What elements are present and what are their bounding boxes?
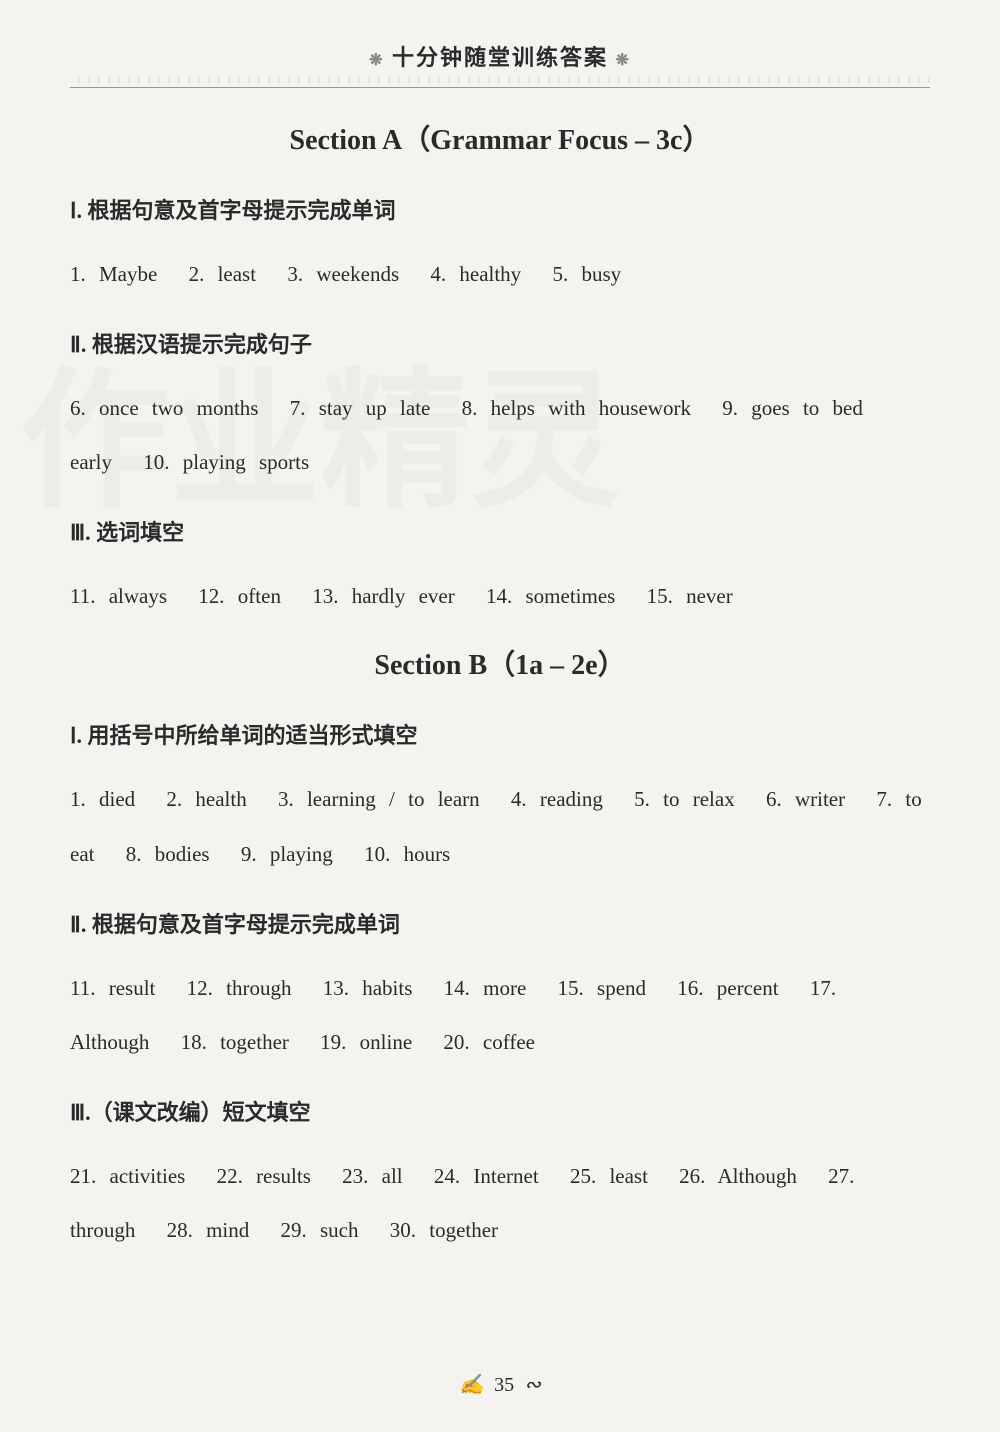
section-b-part2-heading: Ⅱ. 根据句意及首字母提示完成单词 [70, 907, 930, 939]
answer-item: 2. least [189, 262, 256, 286]
answer-item: 23. all [342, 1164, 403, 1188]
answer-item: 8. bodies [126, 842, 210, 866]
answer-item: 12. through [187, 976, 292, 1000]
answer-item: 25. least [570, 1164, 648, 1188]
answer-item: 4. reading [511, 787, 603, 811]
section-a-part2-heading: Ⅱ. 根据汉语提示完成句子 [70, 327, 930, 359]
answer-item: 19. online [320, 1030, 412, 1054]
page-number: ✍ 35 ∾ [0, 1372, 1000, 1397]
answer-item: 11. result [70, 976, 155, 1000]
answer-item: 7. stay up late [290, 396, 431, 420]
answer-item: 13. hardly ever [312, 584, 455, 608]
page-number-text: 35 [494, 1374, 514, 1396]
answer-item: 1. died [70, 787, 135, 811]
section-a-part3-answers: 11. always 12. often 13. hardly ever 14.… [70, 569, 930, 624]
header-title-text: 十分钟随堂训练答案 [392, 45, 608, 70]
section-a-title: Section A（Grammar Focus – 3c） [70, 118, 930, 158]
page-deco-left: ✍ [459, 1372, 484, 1397]
answer-item: 4. healthy [430, 262, 521, 286]
answer-item: 11. always [70, 584, 167, 608]
section-b-title: Section B（1a – 2e） [70, 643, 930, 683]
answer-item: 1. Maybe [70, 262, 157, 286]
answer-item: 14. more [444, 976, 527, 1000]
answer-item: 10. hours [364, 842, 450, 866]
page-header: ❋ 十分钟随堂训练答案 ❋ [70, 40, 930, 72]
answer-item: 6. writer [766, 787, 845, 811]
answer-item: 14. sometimes [486, 584, 615, 608]
answer-item: 13. habits [323, 976, 413, 1000]
answer-item: 15. spend [558, 976, 647, 1000]
star-left: ❋ [369, 52, 384, 69]
page-deco-right: ∾ [524, 1372, 541, 1397]
answer-item: 29. such [281, 1218, 359, 1242]
star-right: ❋ [616, 52, 631, 69]
answer-item: 21. activities [70, 1164, 185, 1188]
section-a-part1-answers: 1. Maybe 2. least 3. weekends 4. healthy… [70, 247, 930, 302]
answer-item: 15. never [647, 584, 733, 608]
section-a-part1-heading: Ⅰ. 根据句意及首字母提示完成单词 [70, 193, 930, 225]
answer-item: 3. weekends [287, 262, 399, 286]
answer-item: 20. coffee [443, 1030, 535, 1054]
answer-item: 5. to relax [634, 787, 735, 811]
answer-item: 12. often [198, 584, 281, 608]
section-b-part1-answers: 1. died 2. health 3. learning / to learn… [70, 772, 930, 881]
section-b-part2-answers: 11. result 12. through 13. habits 14. mo… [70, 961, 930, 1070]
answer-item: 28. mind [167, 1218, 250, 1242]
answer-item: 16. percent [677, 976, 778, 1000]
section-b-part3-heading: Ⅲ.（课文改编）短文填空 [70, 1095, 930, 1127]
header-divider [70, 80, 930, 88]
answer-item: 3. learning / to learn [278, 787, 480, 811]
answer-item: 24. Internet [434, 1164, 539, 1188]
answer-item: 9. playing [241, 842, 333, 866]
answer-item: 30. together [390, 1218, 498, 1242]
answer-item: 5. busy [552, 262, 621, 286]
answer-item: 6. once two months [70, 396, 258, 420]
answer-item: 2. health [166, 787, 246, 811]
answer-item: 18. together [181, 1030, 289, 1054]
answer-item: 10. playing sports [143, 450, 309, 474]
section-b-part1-heading: Ⅰ. 用括号中所给单词的适当形式填空 [70, 718, 930, 750]
section-b-part3-answers: 21. activities 22. results 23. all 24. I… [70, 1149, 930, 1258]
page-content: ❋ 十分钟随堂训练答案 ❋ Section A（Grammar Focus – … [70, 40, 930, 1258]
answer-item: 22. results [217, 1164, 311, 1188]
section-a-part3-heading: Ⅲ. 选词填空 [70, 515, 930, 547]
answer-item: 8. helps with housework [462, 396, 691, 420]
answer-item: 26. Although [679, 1164, 797, 1188]
section-a-part2-answers: 6. once two months 7. stay up late 8. he… [70, 381, 930, 490]
